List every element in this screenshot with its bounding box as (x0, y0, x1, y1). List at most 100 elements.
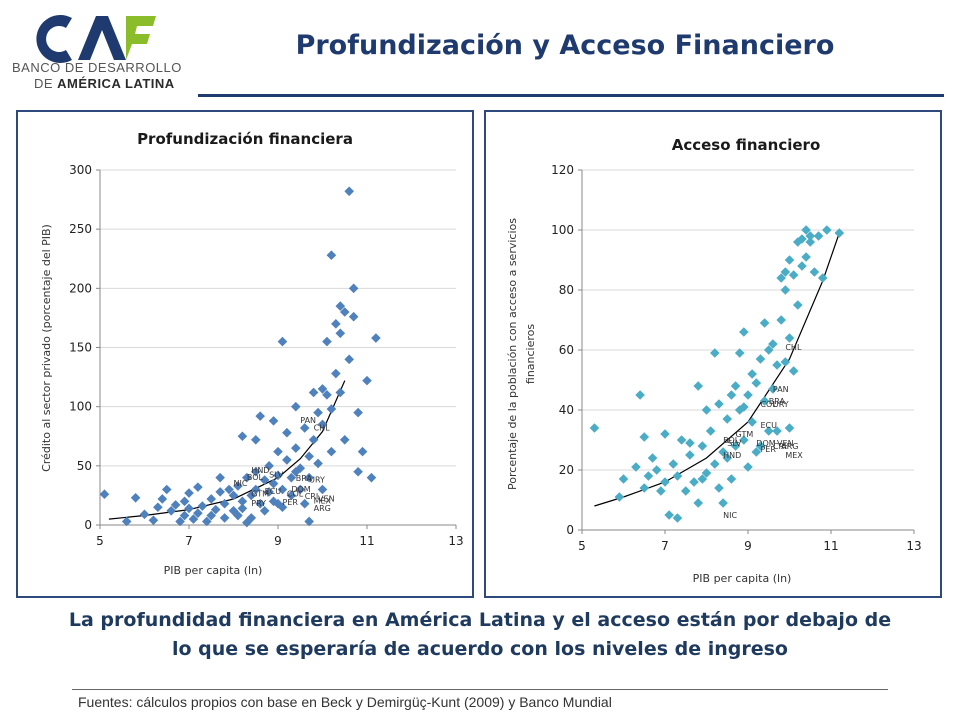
data-point (772, 360, 782, 370)
data-point (295, 484, 306, 495)
data-point (250, 435, 261, 445)
x-axis-label: PIB per capita (ln) (164, 564, 263, 577)
data-point (672, 513, 683, 523)
country-label: NIC (723, 511, 737, 520)
data-point (710, 459, 720, 469)
data-point (268, 416, 279, 426)
data-point (747, 417, 757, 427)
caf-logo (14, 8, 214, 98)
data-point (705, 426, 716, 436)
data-point (676, 435, 687, 445)
data-point (299, 423, 310, 433)
data-point (139, 509, 150, 520)
y-tick-label: 80 (559, 283, 574, 297)
data-point (730, 441, 741, 451)
data-point (784, 423, 795, 433)
page-title: Profundización y Acceso Financiero (295, 30, 835, 61)
data-point (834, 228, 845, 238)
data-point (322, 390, 332, 400)
data-point (726, 390, 737, 400)
country-label: VEN (318, 494, 335, 503)
data-point (233, 510, 243, 521)
country-label: ECU (760, 421, 777, 430)
data-point (304, 516, 314, 527)
data-point (228, 490, 239, 501)
data-point (651, 465, 662, 475)
data-point (344, 186, 354, 197)
y-tick-label: 0 (84, 518, 92, 532)
x-tick-label: 9 (274, 534, 282, 548)
country-label: GTM (251, 490, 269, 499)
data-point (193, 482, 203, 492)
data-point (148, 515, 159, 526)
data-point (739, 435, 749, 445)
country-label: PRY (251, 499, 266, 508)
data-point (335, 387, 346, 398)
country-label: MEX (314, 497, 332, 506)
data-point (656, 486, 666, 496)
data-point (697, 474, 708, 484)
data-point (809, 267, 820, 277)
country-label: NIC (234, 479, 248, 488)
x-tick-label: 7 (185, 534, 193, 548)
data-point (99, 489, 110, 500)
data-point (693, 498, 703, 508)
country-label: PER (282, 498, 298, 507)
caf-logo-mark (36, 14, 156, 64)
x-tick-label: 13 (906, 539, 921, 553)
y-tick-label: 60 (559, 343, 574, 357)
data-point (215, 472, 225, 483)
country-label: URY (309, 475, 325, 484)
data-point (672, 471, 683, 481)
data-point (304, 451, 314, 462)
data-point (734, 348, 745, 358)
data-point (179, 510, 190, 521)
data-point (693, 381, 703, 391)
data-point (768, 339, 778, 349)
x-tick-label: 7 (661, 539, 669, 553)
data-point (153, 502, 163, 513)
country-label: BOL (723, 436, 740, 445)
country-label: URY (773, 400, 789, 409)
x-tick-label: 13 (448, 534, 463, 548)
data-point (710, 348, 720, 358)
data-point (589, 423, 600, 433)
y-tick-label: 0 (566, 523, 574, 537)
data-point (362, 375, 372, 386)
data-point (313, 407, 323, 418)
data-point (161, 484, 172, 495)
data-point (259, 475, 270, 485)
country-label: PER (760, 445, 776, 454)
data-point (268, 496, 279, 507)
data-point (308, 387, 319, 398)
country-label: MEX (785, 451, 803, 460)
data-point (797, 234, 807, 244)
data-point (250, 466, 261, 477)
data-point (175, 516, 185, 527)
y-axis-label-line1: Porcentaje de la población con acceso a … (506, 218, 519, 490)
data-point (331, 319, 341, 329)
data-point (784, 255, 795, 265)
data-point (685, 438, 695, 448)
data-point (233, 481, 243, 491)
data-point (348, 311, 359, 322)
data-point (739, 327, 749, 337)
data-point (291, 401, 301, 412)
data-point (170, 500, 181, 510)
data-point (353, 407, 363, 418)
data-point (722, 414, 733, 424)
country-label: HND (251, 466, 269, 475)
footnote-divider (72, 689, 888, 690)
y-tick-label: 100 (551, 223, 574, 237)
data-point (202, 516, 212, 527)
data-point (184, 503, 194, 514)
data-point (286, 490, 297, 501)
data-point (179, 496, 190, 507)
data-point (718, 447, 728, 457)
data-point (348, 283, 359, 294)
country-label: CRI (773, 442, 787, 451)
x-tick-label: 11 (359, 534, 374, 548)
data-point (689, 477, 699, 487)
country-label: ECU (265, 487, 282, 496)
data-point (643, 471, 654, 481)
